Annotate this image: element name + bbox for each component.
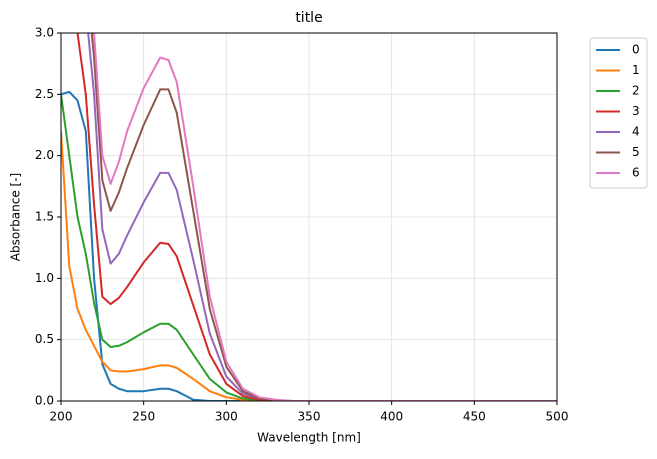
x-tick-label: 300 [215,410,238,424]
data-line [61,90,557,401]
data-line [90,33,557,401]
data-line [93,33,557,401]
x-tick-label: 350 [298,410,321,424]
x-tick-label: 500 [546,410,569,424]
x-tick-label: 250 [132,410,155,424]
y-tick-label: 2.5 [35,87,54,101]
legend-label: 2 [632,84,640,98]
y-tick-label: 3.0 [35,26,54,40]
data-line [61,94,557,401]
legend-label: 4 [632,125,640,139]
y-tick-label: 0.5 [35,332,54,346]
legend-label: 1 [632,63,640,77]
y-tick-label: 1.0 [35,271,54,285]
data-line [76,33,557,401]
x-tick-label: 200 [50,410,73,424]
y-tick-label: 0.0 [35,394,54,408]
lines [61,33,557,401]
x-tick-label: 400 [380,410,403,424]
y-axis-label: Absorbance [-] [9,173,23,261]
chart-title: title [295,10,322,26]
x-tick-label: 450 [463,410,486,424]
legend-label: 0 [632,43,640,57]
legend-label: 3 [632,104,640,118]
legend-label: 6 [632,166,640,180]
y-tick-label: 2.0 [35,148,54,162]
y-tick-label: 1.5 [35,210,54,224]
legend: 0 1 2 3 4 5 6 [589,37,648,189]
data-line [87,33,557,401]
data-line [61,131,557,401]
legend-label: 5 [632,145,640,159]
x-axis-label: Wavelength [nm] [257,431,361,445]
legend-box [589,37,648,189]
